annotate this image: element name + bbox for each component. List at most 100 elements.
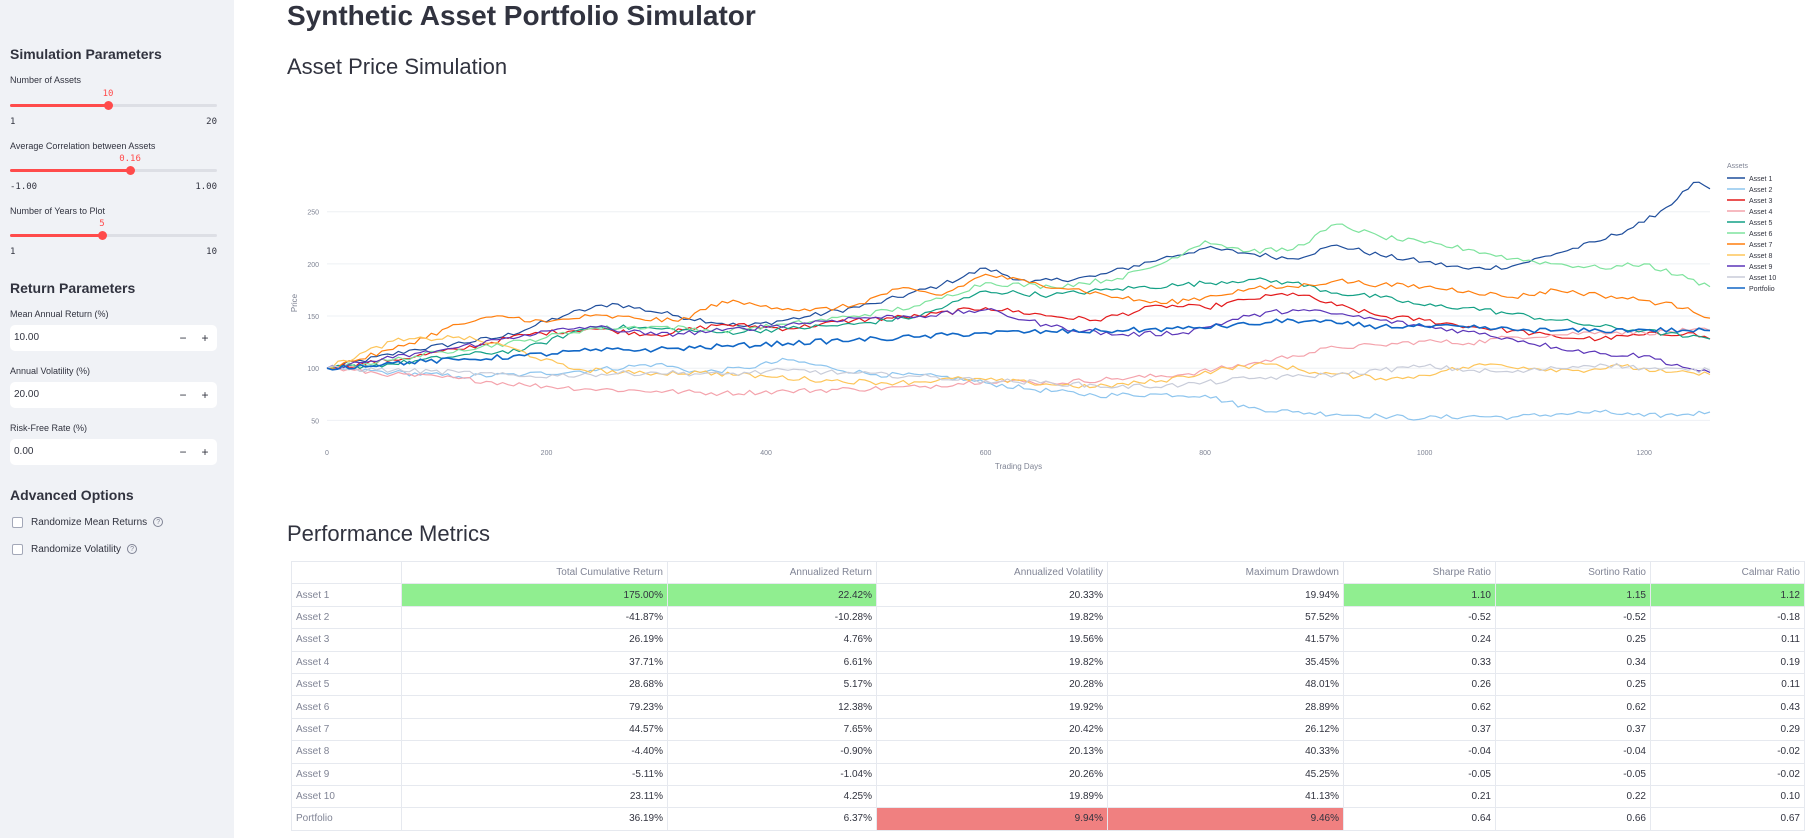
asset-price-chart[interactable]: 50 100 150 200 250 0 200 400 600 800 1000 1200 Tradi…	[287, 160, 1810, 476]
row-label: Asset 7	[291, 717, 402, 742]
x-tick-label: 0	[325, 450, 329, 457]
slider-max-label: 10	[206, 247, 217, 257]
series-line-asset-9[interactable]	[326, 307, 1711, 373]
slider-track[interactable]	[10, 104, 217, 107]
table-cell: 1.10	[1343, 583, 1496, 607]
table-cell: 20.26%	[876, 762, 1108, 786]
decrement-button[interactable]: −	[179, 445, 187, 459]
decrement-button[interactable]: −	[179, 388, 187, 402]
table-cell: -0.04	[1343, 740, 1496, 764]
table-cell: 28.89%	[1107, 695, 1344, 719]
table-cell: -0.02	[1650, 740, 1805, 764]
column-header[interactable]: Sharpe Ratio	[1343, 560, 1496, 585]
legend-item-label[interactable]: Asset 8	[1749, 253, 1772, 260]
table-cell: 45.25%	[1107, 762, 1344, 786]
slider-thumb[interactable]	[126, 166, 136, 175]
table-cell: -0.05	[1495, 762, 1651, 786]
row-label: Asset 4	[291, 650, 402, 674]
legend-title: Assets	[1727, 163, 1749, 170]
slider-max-label: 1.00	[195, 182, 217, 192]
column-header[interactable]: Annualized Return	[667, 560, 877, 585]
legend-item-label[interactable]: Asset 4	[1749, 209, 1772, 216]
slider-track[interactable]	[10, 234, 217, 237]
table-cell: 28.68%	[401, 672, 668, 697]
table-header-row: Total Cumulative Return Annualized Return…	[291, 560, 1805, 585]
slider-fill	[10, 169, 131, 172]
legend-item-label[interactable]: Asset 5	[1749, 220, 1772, 227]
return-parameters-heading: Return Parameters	[10, 280, 136, 296]
legend-item-label[interactable]: Asset 9	[1749, 264, 1772, 271]
legend-item-label[interactable]: Asset 1	[1749, 176, 1772, 183]
series-line-asset-10[interactable]	[326, 362, 1711, 390]
legend-item-label[interactable]: Asset 2	[1749, 187, 1772, 194]
decrement-button[interactable]: −	[179, 331, 187, 345]
column-header[interactable]: Annualized Volatility	[876, 560, 1108, 585]
help-icon[interactable]: ?	[153, 517, 164, 527]
legend-item-label[interactable]: Asset 10	[1749, 275, 1776, 282]
table-cell: 19.94%	[1107, 583, 1344, 607]
slider-min-label: 1	[10, 247, 16, 257]
mean-return-input[interactable]: 10.00 − +	[10, 325, 217, 351]
legend-item-label[interactable]: Asset 3	[1749, 198, 1772, 205]
series-line-asset-8[interactable]	[326, 334, 1711, 389]
table-row: Asset 6 79.23% 12.38% 19.92% 28.89% 0.62 0.62 0…	[291, 695, 1805, 719]
chart-heading: Asset Price Simulation	[287, 54, 508, 79]
randomize-volatility-label[interactable]: Randomize Volatility	[31, 543, 122, 555]
table-cell: 23.11%	[401, 784, 668, 809]
column-header[interactable]: Maximum Drawdown	[1107, 560, 1344, 585]
mean-return-value[interactable]: 10.00	[14, 332, 40, 343]
years-slider[interactable]: 5 1 10	[10, 219, 217, 257]
slider-thumb[interactable]	[98, 231, 107, 240]
help-icon[interactable]: ?	[127, 544, 138, 554]
legend-item-label[interactable]: Asset 6	[1749, 231, 1772, 238]
correlation-slider[interactable]: 0.16 -1.00 1.00	[10, 154, 217, 192]
volatility-label: Annual Volatility (%)	[10, 366, 91, 376]
volatility-value[interactable]: 20.00	[14, 389, 40, 400]
table-cell: 0.19	[1650, 650, 1805, 674]
randomize-mean-label[interactable]: Randomize Mean Returns	[31, 516, 148, 528]
legend-item-label[interactable]: Portfolio	[1749, 286, 1775, 293]
table-row: Asset 1 175.00% 22.42% 20.33% 19.94% 1.10 1.15…	[291, 583, 1805, 607]
series-line-asset-2[interactable]	[326, 357, 1711, 421]
series-line-asset-6[interactable]	[326, 223, 1711, 370]
row-label: Asset 5	[291, 672, 402, 697]
y-tick-label: 50	[311, 418, 319, 425]
column-header[interactable]: Calmar Ratio	[1650, 560, 1805, 585]
table-cell: 79.23%	[401, 695, 668, 719]
num-assets-slider[interactable]: 10 1 20	[10, 89, 217, 127]
x-tick-label: 400	[760, 450, 772, 457]
table-row: Asset 3 26.19% 4.76% 19.56% 41.57% 0.24 0.25 0.…	[291, 628, 1805, 652]
slider-max-label: 20	[206, 117, 217, 127]
table-cell: 20.42%	[876, 717, 1108, 742]
column-header[interactable]: Total Cumulative Return	[401, 560, 668, 585]
increment-button[interactable]: +	[201, 445, 209, 459]
randomize-volatility-checkbox[interactable]: Randomize Volatility ?	[12, 542, 138, 556]
risk-free-value[interactable]: 0.00	[14, 446, 34, 457]
series-line-asset-1[interactable]	[326, 181, 1711, 369]
table-cell: 7.65%	[667, 717, 877, 742]
table-cell: 19.92%	[876, 695, 1108, 719]
table-row: Asset 2 -41.87% -10.28% 19.82% 57.52% -0.52 -0…	[291, 605, 1805, 630]
series-line-asset-5[interactable]	[326, 277, 1711, 370]
simulation-parameters-heading: Simulation Parameters	[10, 46, 162, 62]
table-cell: 1.12	[1650, 583, 1805, 607]
table-cell: 26.19%	[401, 628, 668, 652]
series-line-asset-7[interactable]	[326, 273, 1711, 370]
table-cell: 6.37%	[667, 807, 877, 831]
randomize-mean-checkbox[interactable]: Randomize Mean Returns ?	[12, 515, 164, 529]
risk-free-input[interactable]: 0.00 − +	[10, 439, 217, 465]
increment-button[interactable]: +	[201, 388, 209, 402]
correlation-label: Average Correlation between Assets	[10, 141, 156, 151]
series-line-portfolio[interactable]	[326, 318, 1711, 371]
table-cell: 0.11	[1650, 628, 1805, 652]
table-cell: 1.15	[1495, 583, 1651, 607]
column-header[interactable]: Sortino Ratio	[1495, 560, 1651, 585]
volatility-input[interactable]: 20.00 − +	[10, 382, 217, 408]
slider-thumb[interactable]	[104, 101, 114, 110]
table-cell: 5.17%	[667, 672, 877, 697]
increment-button[interactable]: +	[201, 331, 209, 345]
legend-item-label[interactable]: Asset 7	[1749, 242, 1772, 249]
checkbox-box[interactable]	[12, 516, 23, 528]
x-tick-label: 800	[1199, 450, 1211, 457]
checkbox-box[interactable]	[12, 543, 23, 555]
